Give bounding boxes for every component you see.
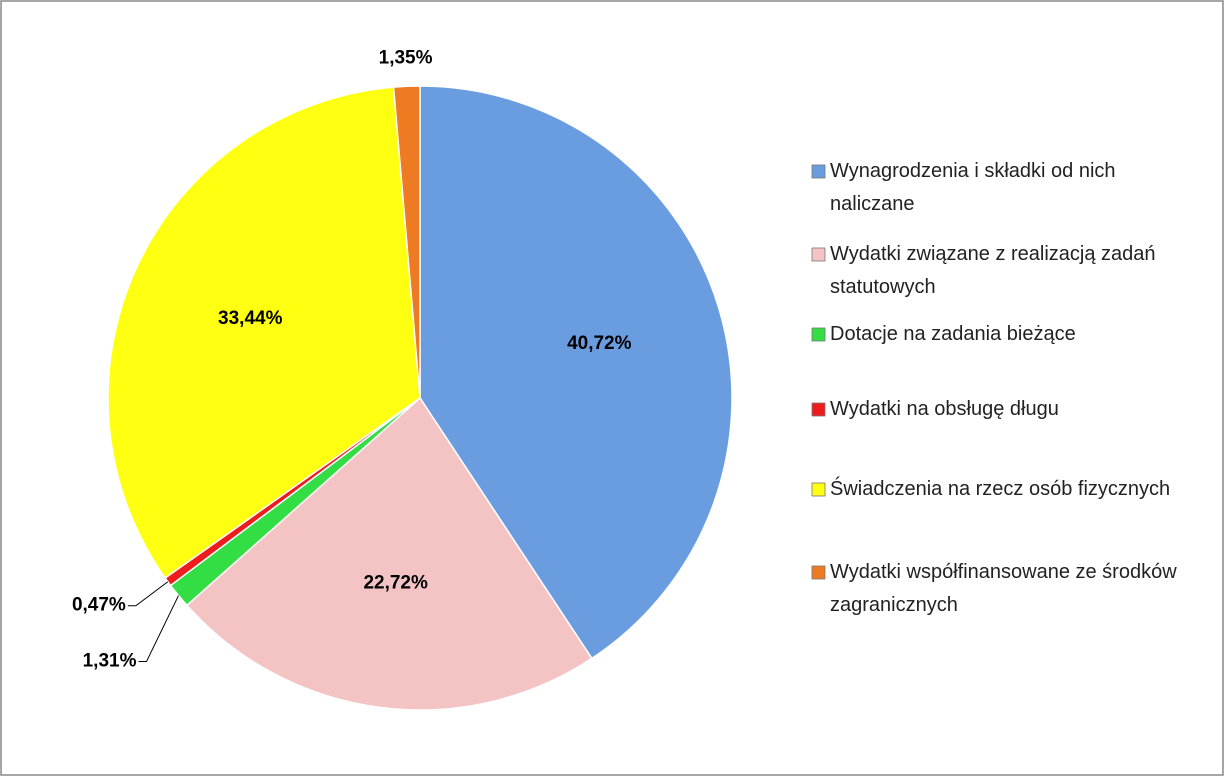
legend-swatch: [811, 327, 826, 342]
data-label: 22,72%: [363, 573, 428, 594]
data-label: 0,47%: [72, 595, 126, 616]
pie-slice: [107, 86, 421, 580]
legend-swatch: [811, 402, 826, 417]
leader-line: [127, 581, 169, 607]
data-label: 33,44%: [218, 308, 283, 329]
legend-line: Wynagrodzenia i składki od nich: [830, 160, 1116, 182]
legend-swatch: [811, 565, 826, 580]
legend-label: Wydatki związane z realizacją zadań statu…: [830, 243, 1156, 298]
legend-line: naliczane: [830, 193, 915, 215]
legend-label: Dotacje na zadania bieżące: [830, 323, 1076, 345]
leader-line: [138, 595, 179, 663]
legend-label: Wydatki na obsługę długu: [830, 398, 1059, 420]
data-label: 40,72%: [567, 333, 632, 354]
legend-line: zagranicznych: [830, 594, 958, 616]
legend-line: Wydatki na obsługę długu: [830, 398, 1059, 420]
legend-swatch: [811, 482, 826, 497]
legend-label: Wynagrodzenia i składki od nich naliczane: [830, 160, 1116, 215]
data-label: 1,35%: [379, 47, 433, 68]
legend-line: Wydatki związane z realizacją zadań: [830, 243, 1156, 265]
legend-line: Świadczenia na rzecz osób fizycznych: [830, 476, 1170, 500]
legend-line: Wydatki współfinansowane ze środków: [830, 561, 1177, 583]
legend-label: Wydatki współfinansowane ze środków zagra…: [830, 561, 1177, 616]
pie-slice: [392, 85, 421, 399]
legend-swatch: [811, 164, 826, 179]
data-label: 1,31%: [83, 651, 137, 672]
legend-line: Dotacje na zadania bieżące: [830, 323, 1076, 345]
legend-line: statutowych: [830, 276, 936, 298]
pie-slice: [185, 396, 593, 711]
legend-label: Świadczenia na rzecz osób fizycznych: [830, 476, 1170, 500]
legend-swatch: [811, 247, 826, 262]
